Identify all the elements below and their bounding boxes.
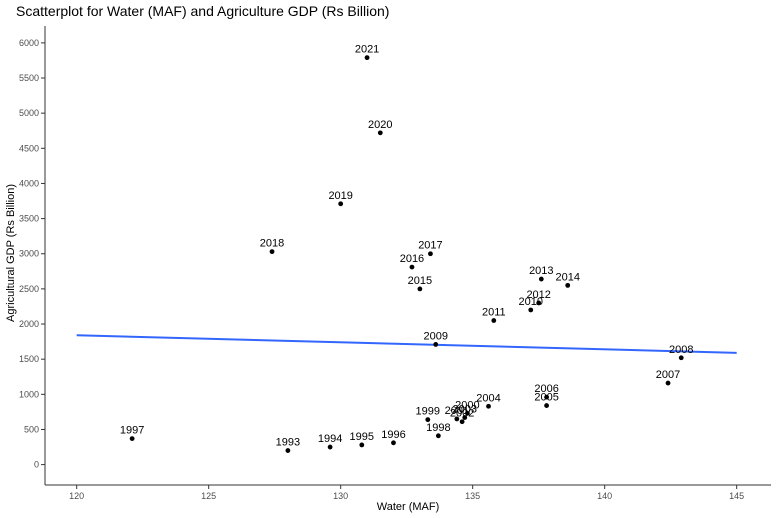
data-point — [459, 419, 465, 425]
point-label: 2019 — [328, 190, 352, 202]
data-point — [528, 307, 534, 313]
point-label: 2007 — [656, 369, 680, 381]
data-point — [465, 410, 470, 416]
y-tick-label: 6000 — [19, 38, 39, 48]
data-point — [417, 286, 423, 292]
data-point — [269, 249, 275, 255]
data-point — [391, 440, 396, 446]
point-label: 2021 — [355, 44, 379, 56]
point-label: 2010 — [519, 296, 543, 308]
point-label: 2001 — [445, 405, 469, 417]
data-point — [544, 403, 549, 408]
data-point — [359, 442, 365, 448]
point-label: 2017 — [418, 240, 442, 252]
point-label: 1998 — [426, 422, 450, 434]
x-tick-label: 130 — [333, 491, 348, 501]
point-label: 2009 — [423, 330, 447, 342]
x-axis-ticks: 120 125 130 135 140 145 — [69, 485, 744, 501]
y-tick-label: 2000 — [19, 319, 39, 329]
y-tick-label: 0 — [34, 460, 39, 470]
trend-line — [76, 334, 737, 354]
y-tick-label: 5000 — [19, 108, 39, 118]
data-points — [129, 55, 684, 453]
x-tick-label: 145 — [729, 491, 744, 501]
data-point — [486, 403, 491, 409]
data-point — [544, 394, 549, 400]
y-axis-title: Agricultural GDP (Rs Billion) — [5, 184, 17, 322]
point-label: 1993 — [276, 437, 300, 449]
point-label: 2013 — [529, 265, 553, 277]
point-label: 2020 — [368, 119, 392, 131]
data-point — [364, 55, 370, 61]
point-label: 2018 — [260, 238, 284, 250]
point-label: 2000 — [455, 399, 479, 411]
data-point — [462, 415, 468, 420]
point-label: 2014 — [555, 271, 579, 283]
point-label: 1997 — [120, 425, 144, 437]
point-label: 2004 — [476, 392, 500, 404]
data-point — [491, 318, 497, 323]
data-point — [433, 342, 439, 347]
y-tick-label: 3000 — [19, 249, 39, 259]
y-tick-label: 2500 — [19, 284, 39, 294]
y-tick-label: 3500 — [19, 214, 39, 224]
point-label: 2008 — [669, 344, 693, 356]
data-point — [409, 264, 415, 270]
y-axis-ticks: 0 500 1000 1500 2000 2500 3000 3500 4000 4500 5000… — [19, 38, 45, 470]
data-point — [338, 201, 344, 207]
data-point — [428, 251, 433, 257]
x-tick-label: 135 — [465, 491, 480, 501]
y-tick-label: 1000 — [19, 389, 39, 399]
x-axis-title: Water (MAF) — [377, 501, 440, 513]
axes — [44, 26, 771, 486]
point-label: 1996 — [381, 429, 405, 441]
point-label: 2005 — [534, 392, 558, 404]
point-label: 2016 — [400, 253, 424, 265]
y-tick-label: 4000 — [19, 178, 39, 188]
point-label: 1995 — [350, 431, 374, 443]
point-label: 1994 — [318, 433, 342, 445]
data-point — [454, 416, 460, 422]
chart-title: Scatterplot for Water (MAF) and Agricult… — [16, 3, 389, 19]
point-label: 1999 — [416, 406, 440, 418]
y-tick-label: 1500 — [19, 354, 39, 364]
data-point — [285, 448, 291, 453]
y-tick-label: 4500 — [19, 143, 39, 153]
point-label: 2011 — [482, 307, 506, 319]
data-point — [327, 444, 333, 450]
point-label: 2003 — [453, 404, 477, 416]
point-label: 2015 — [408, 275, 432, 287]
x-tick-label: 140 — [597, 491, 612, 501]
point-label: 2012 — [526, 289, 550, 301]
point-label: 2002 — [450, 408, 474, 420]
data-point — [678, 355, 684, 361]
data-point — [665, 380, 671, 386]
data-point — [565, 282, 571, 288]
data-point — [435, 433, 441, 439]
data-point — [538, 276, 544, 282]
x-tick-label: 125 — [201, 491, 216, 501]
data-point — [377, 130, 383, 136]
data-point — [129, 436, 135, 442]
point-label: 2006 — [534, 383, 558, 395]
y-tick-label: 500 — [24, 424, 39, 434]
data-point — [425, 417, 431, 423]
data-point — [536, 300, 542, 306]
x-tick-label: 120 — [69, 491, 84, 501]
y-tick-label: 5500 — [19, 73, 39, 83]
